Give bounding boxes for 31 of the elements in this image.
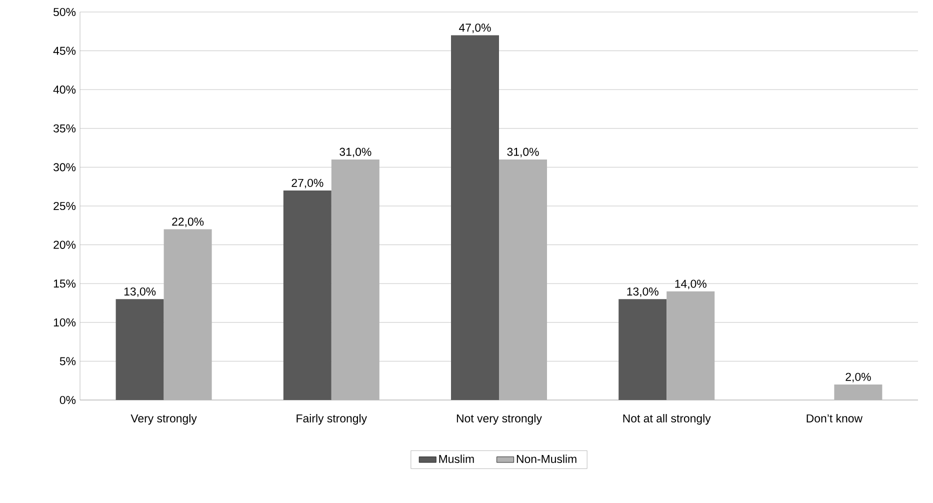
bar xyxy=(116,299,164,400)
y-tick-label: 45% xyxy=(53,46,76,55)
legend-label: Muslim xyxy=(439,454,474,464)
x-tick-label: Very strongly xyxy=(130,414,197,425)
y-tick-label: 10% xyxy=(54,318,76,326)
y-tick-label: 25% xyxy=(54,202,76,210)
x-tick-label: Don’t know xyxy=(806,414,863,422)
y-tick-label: 5% xyxy=(60,357,76,366)
x-tick-label: Fairly strongly xyxy=(296,414,368,425)
data-label: 31,0% xyxy=(507,148,539,158)
y-tick-label: 40% xyxy=(53,86,76,94)
legend-label: Non-Muslim xyxy=(516,454,576,464)
data-label: 13,0% xyxy=(627,287,658,297)
y-tick-label: 15% xyxy=(54,280,76,288)
data-label: 14,0% xyxy=(675,280,706,290)
data-label: 31,0% xyxy=(340,148,372,158)
bar xyxy=(618,299,667,400)
x-tick-label: Not at all strongly xyxy=(623,414,711,425)
y-tick-label: 50% xyxy=(54,8,76,16)
data-label: 2,0% xyxy=(846,372,871,382)
x-tick-label: Not very strongly xyxy=(456,414,542,425)
bar xyxy=(283,190,332,400)
data-label: 47,0% xyxy=(459,24,491,34)
data-label: 13,0% xyxy=(124,287,156,297)
y-tick-label: 30% xyxy=(53,163,76,172)
data-label: 27,0% xyxy=(292,178,324,188)
data-label: 22,0% xyxy=(172,218,204,228)
bar xyxy=(451,35,500,400)
y-tick-label: 0% xyxy=(60,396,76,404)
y-tick-label: 35% xyxy=(53,124,76,132)
y-tick-label: 20% xyxy=(54,240,76,249)
